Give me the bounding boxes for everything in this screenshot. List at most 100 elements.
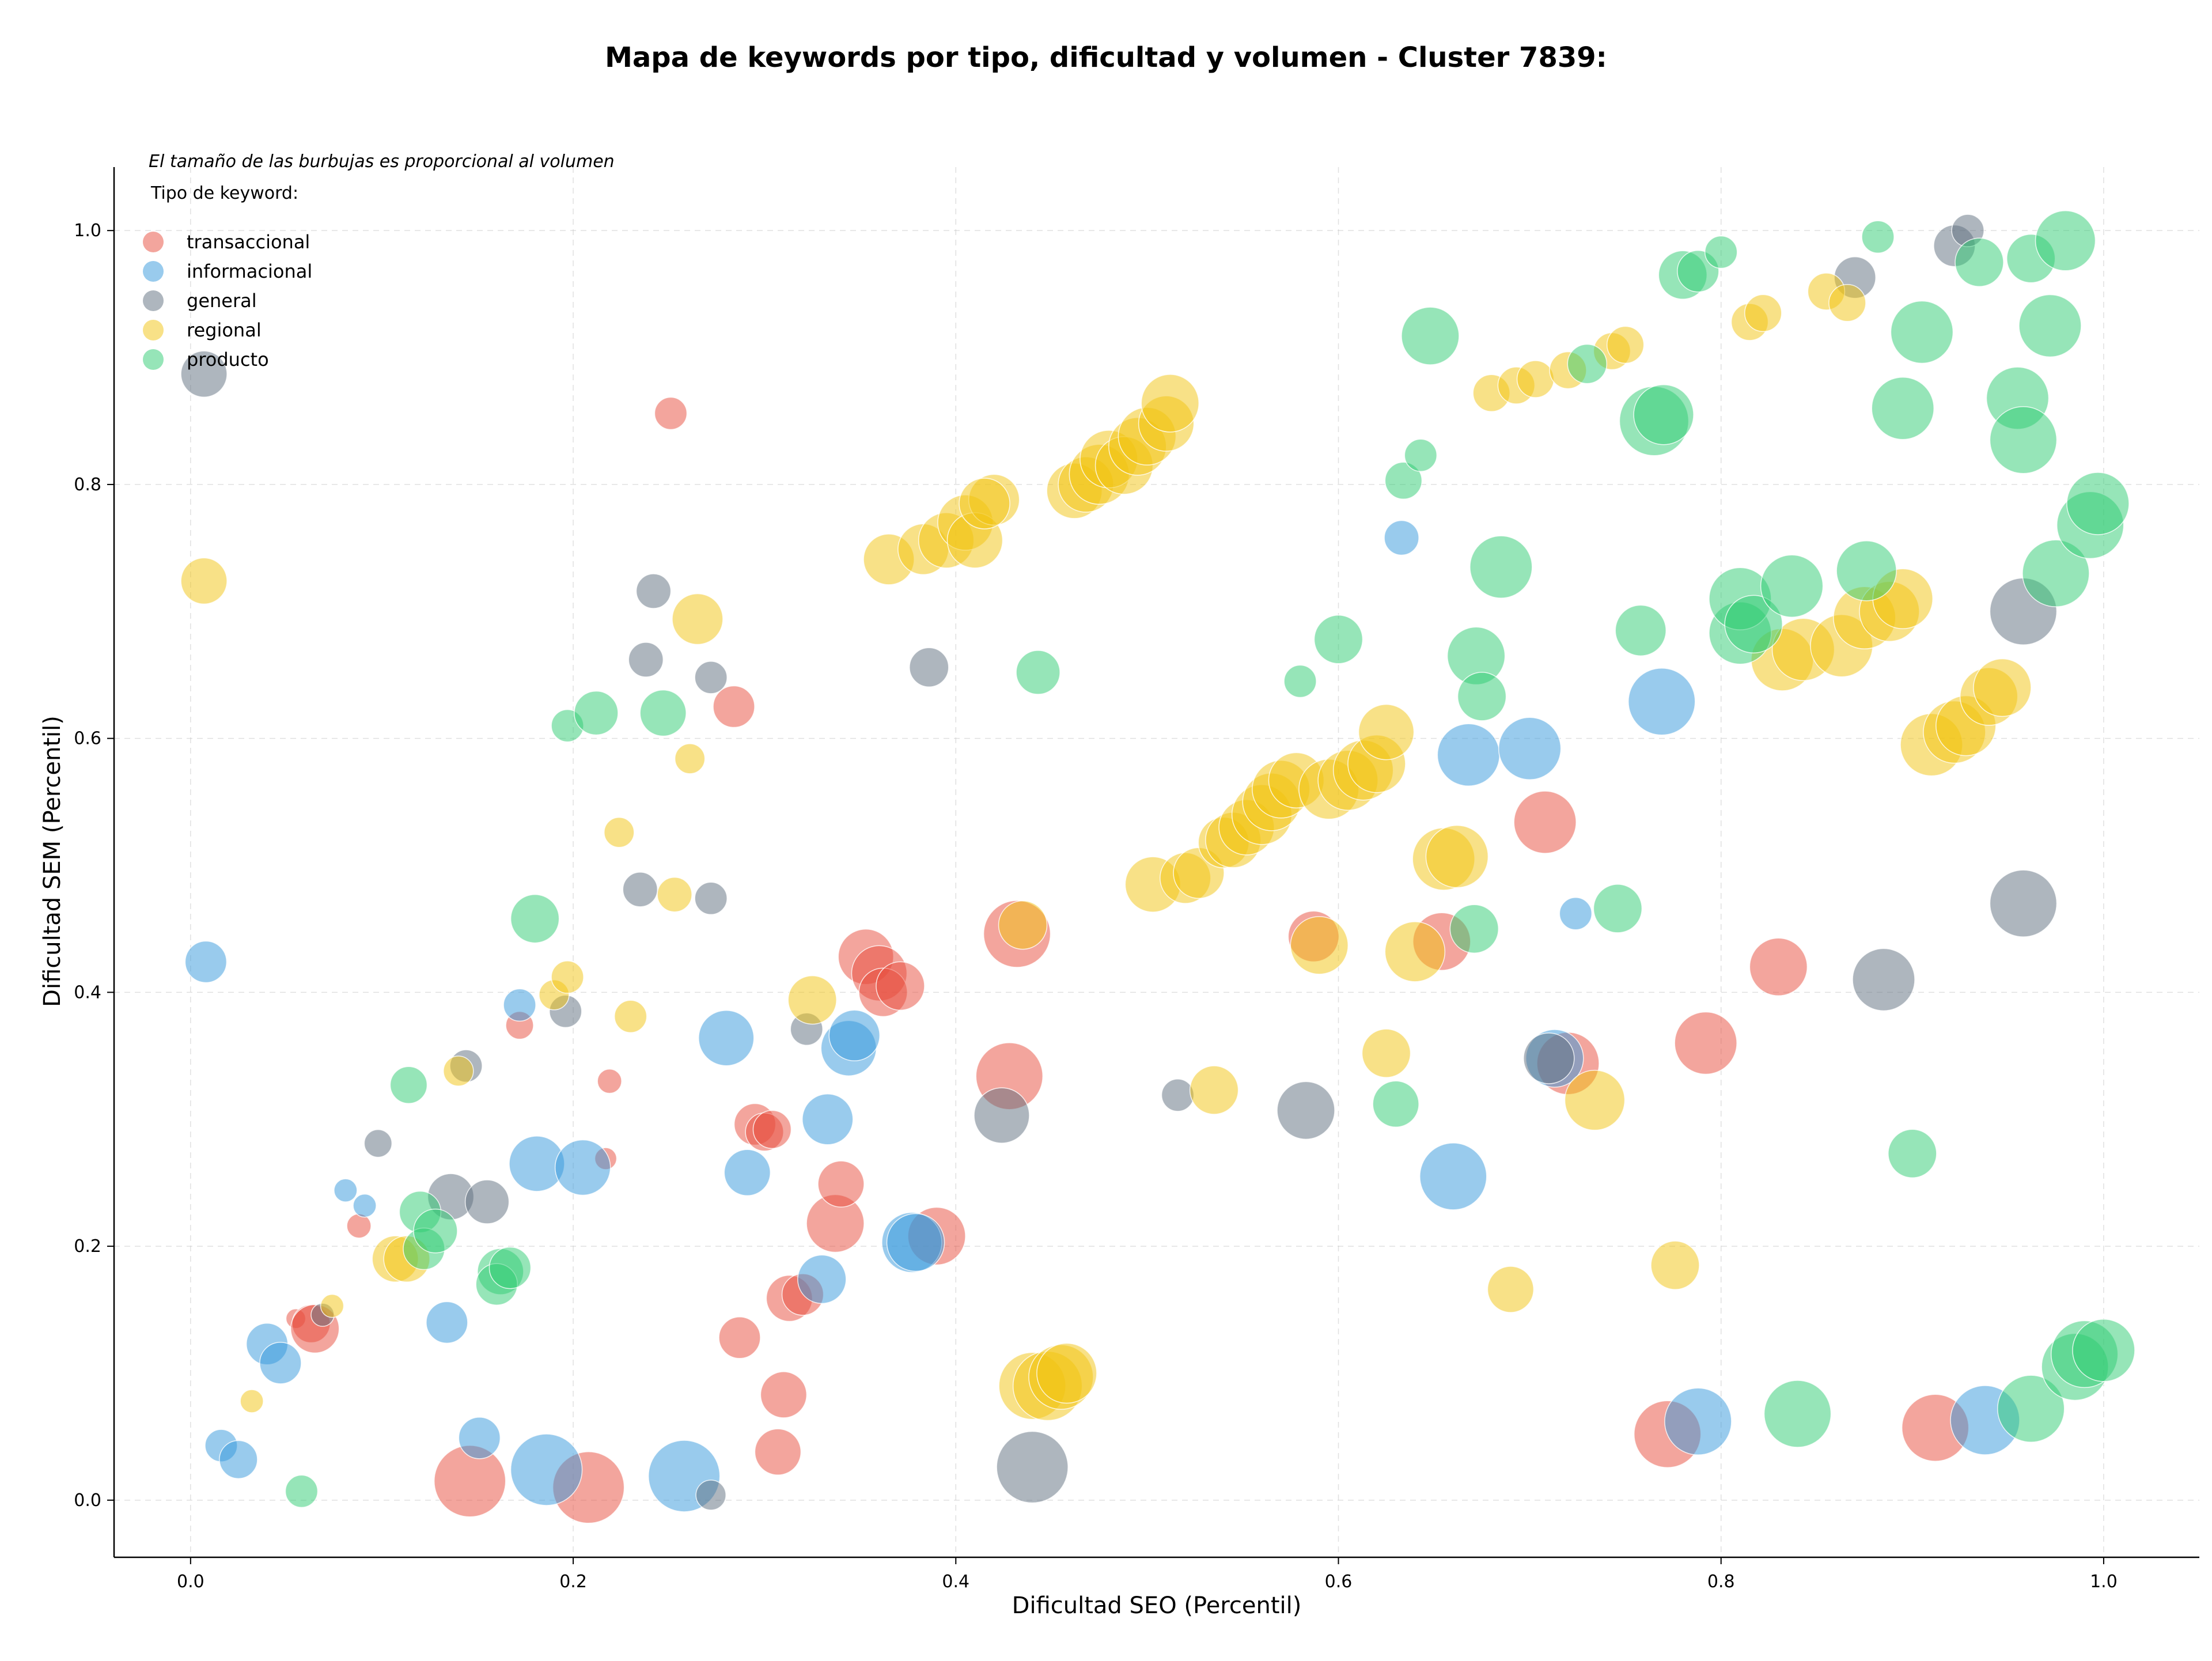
legend-marker-informacional: [143, 261, 164, 282]
bubble-producto: [510, 894, 560, 944]
bubble-producto: [1016, 650, 1060, 695]
bubble-general: [695, 1480, 726, 1511]
bubble-general: [694, 661, 728, 694]
bubble-regional: [1564, 1069, 1626, 1131]
bubble-producto: [1313, 615, 1363, 664]
x-tick-label: 0.0: [177, 1572, 204, 1592]
bubble-regional: [1828, 284, 1866, 322]
bubble-transaccional: [754, 1428, 802, 1475]
bubble-informacional: [724, 1149, 771, 1197]
bubble-informacional: [886, 1213, 945, 1272]
bubble-informacional: [219, 1440, 258, 1480]
bubble-transaccional: [718, 1316, 761, 1359]
y-tick-label: 0.0: [74, 1490, 101, 1511]
bubble-producto: [2035, 210, 2096, 271]
bubble-general: [180, 350, 228, 398]
y-tick-label: 0.4: [74, 982, 101, 1002]
bubble-informacional: [554, 1139, 611, 1196]
bubble-producto: [1615, 604, 1666, 657]
bubble-producto: [1449, 904, 1499, 954]
bubble-producto: [1372, 1080, 1419, 1128]
x-axis-label: Dificultad SEO (Percentil): [1012, 1592, 1302, 1619]
bubble-informacional: [503, 988, 536, 1022]
bubble-regional: [1606, 326, 1645, 364]
bubble-regional: [674, 743, 706, 774]
size-note: El tamaño de las burbujas es proporciona…: [149, 152, 615, 172]
bubble-producto: [1760, 554, 1824, 618]
x-tick-label: 0.4: [942, 1572, 969, 1592]
bubble-informacional: [259, 1342, 302, 1384]
bubble-general: [1989, 869, 2058, 937]
legend-marker-regional: [143, 320, 164, 340]
bubble-informacional: [698, 1009, 755, 1066]
bubble-regional: [1361, 1028, 1411, 1078]
bubble-general: [1852, 948, 1915, 1012]
bubble-producto: [1890, 300, 1954, 364]
bubble-regional: [180, 557, 228, 605]
bubble-producto: [1955, 237, 2004, 287]
bubble-informacional: [1437, 723, 1501, 787]
bubble-producto: [1989, 406, 2058, 474]
bubble-informacional: [510, 1433, 583, 1506]
y-tick-label: 0.6: [74, 729, 101, 749]
bubble-regional: [657, 876, 692, 913]
bubble-regional: [1358, 703, 1415, 760]
bubble-producto: [1997, 1375, 2065, 1443]
bubble-regional: [1487, 1266, 1535, 1313]
bubble-regional: [240, 1389, 264, 1413]
bubble-informacional: [802, 1093, 854, 1145]
bubble-producto: [1457, 672, 1507, 721]
bubble-producto: [1724, 595, 1783, 654]
bubble-regional: [604, 816, 635, 848]
bubble-informacional: [1419, 1142, 1487, 1210]
y-tick-label: 1.0: [74, 221, 101, 241]
bubble-general: [628, 642, 664, 678]
bubble-general: [363, 1129, 393, 1158]
bubble-transaccional: [597, 1068, 622, 1094]
bubble-general: [635, 573, 672, 609]
bubble-producto: [488, 1246, 532, 1289]
bubble-producto: [574, 690, 619, 736]
x-tick-label: 0.8: [1707, 1572, 1735, 1592]
bubble-informacional: [797, 1254, 847, 1304]
bubble-producto: [285, 1474, 319, 1508]
bubble-producto: [1836, 540, 1897, 601]
bubble-general: [974, 1087, 1030, 1144]
legend-marker-transaccional: [143, 232, 164, 252]
x-tick-label: 0.6: [1325, 1572, 1353, 1592]
legend: El tamaño de las burbujas es proporciona…: [143, 152, 615, 370]
y-axis-label: Dificultad SEM (Percentil): [39, 716, 66, 1007]
bubble-regional: [672, 593, 724, 645]
bubble-general: [1161, 1079, 1195, 1112]
bubble-producto: [2066, 472, 2130, 535]
bubble-regional: [1973, 658, 2032, 717]
bubble-informacional: [828, 1009, 881, 1062]
bubble-informacional: [1559, 896, 1593, 930]
bubble-producto: [1888, 1129, 1937, 1178]
bubble-general: [909, 647, 949, 687]
y-tick-label: 0.2: [74, 1236, 101, 1257]
bubble-transaccional: [346, 1213, 372, 1239]
bubble-regional: [1384, 921, 1446, 982]
bubble-producto: [1567, 343, 1607, 384]
bubble-regional: [787, 975, 837, 1025]
bubble-transaccional: [1674, 1011, 1737, 1075]
bubble-regional: [998, 900, 1048, 950]
legend-label-regional: regional: [187, 319, 262, 341]
bubble-regional: [1744, 294, 1782, 332]
bubble-producto: [2072, 1319, 2135, 1382]
legend-label-producto: producto: [187, 349, 269, 370]
bubble-general: [996, 1431, 1069, 1504]
legend-label-transaccional: transaccional: [187, 231, 310, 253]
bubble-producto: [389, 1066, 428, 1104]
bubble-producto: [2022, 539, 2090, 607]
bubble-producto: [639, 689, 687, 737]
bubble-producto: [1283, 664, 1317, 698]
bubble-producto: [1871, 376, 1934, 440]
bubble-regional: [443, 1055, 474, 1087]
bubble-general: [464, 1179, 510, 1224]
bubble-regional: [1425, 824, 1489, 888]
bubble-informacional: [1498, 717, 1562, 781]
legend-label-general: general: [187, 290, 257, 312]
